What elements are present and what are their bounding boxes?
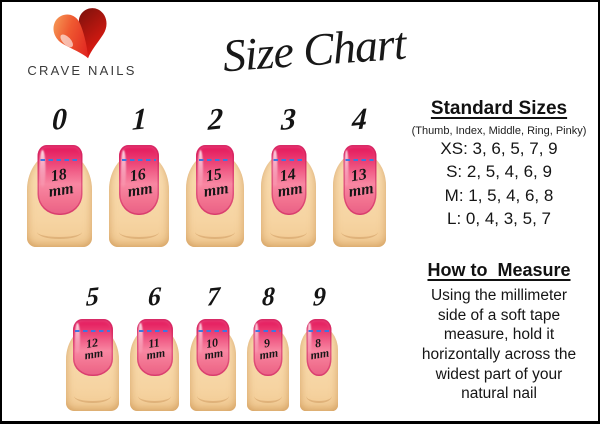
nail-width-label: 13 mm — [341, 166, 378, 201]
size-number-label: 3 — [280, 102, 297, 137]
nail-size-item: 1 16 mm — [109, 102, 169, 247]
nail-width-label: 11 mm — [135, 335, 174, 363]
nail-size-item: 3 14 mm — [261, 102, 316, 247]
standard-sizes-subheading: (Thumb, Index, Middle, Ring, Pinky) — [411, 125, 587, 137]
nail-width-unit: mm — [347, 180, 375, 202]
size-number-label: 9 — [312, 281, 326, 312]
nail-width-label: 9 mm — [252, 335, 284, 363]
nail-width-unit: mm — [276, 180, 304, 202]
nail: 15 mm — [196, 145, 234, 215]
nail: 16 mm — [119, 145, 159, 215]
nail-width-label: 16 mm — [117, 165, 161, 201]
nail-size-item: 6 11 mm — [130, 281, 179, 411]
how-to-measure-heading: How to Measure — [427, 260, 571, 280]
size-number-label: 7 — [206, 281, 220, 312]
standard-size-line-xs: XS: 3, 6, 5, 7, 9 — [440, 139, 558, 158]
size-number-label: 2 — [206, 102, 224, 137]
standard-sizes-heading: Standard Sizes — [430, 98, 568, 119]
nail-size-item: 0 18 mm — [27, 102, 92, 247]
nail-width-label: 10 mm — [195, 335, 231, 363]
nail-width-label: 8 mm — [305, 335, 333, 363]
size-number-label: 8 — [261, 281, 275, 312]
finger-illustration: 12 mm — [66, 319, 119, 411]
standard-size-line-s: S: 2, 5, 4, 6, 9 — [446, 162, 552, 182]
nail: 11 mm — [135, 319, 174, 376]
finger-illustration: 15 mm — [186, 145, 244, 247]
nail-width-label: 14 mm — [269, 166, 308, 201]
standard-size-line-l: L: 0, 4, 3, 5, 7 — [447, 209, 551, 229]
measure-dash-line — [40, 159, 79, 161]
nail-width-label: 15 mm — [194, 165, 236, 201]
size-number-label: 4 — [351, 102, 368, 137]
measure-dash-line — [198, 159, 232, 161]
measure-dash-line — [198, 330, 228, 333]
heart-logo-icon — [53, 8, 107, 59]
measure-dash-line — [75, 330, 110, 333]
nail-width-label: 18 mm — [35, 165, 84, 202]
measure-dash-line — [273, 159, 304, 161]
nail-size-item: 9 8 mm — [300, 281, 338, 411]
measure-dash-line — [255, 330, 281, 333]
nail-width-unit: mm — [202, 180, 230, 202]
nail: 13 mm — [343, 145, 376, 215]
size-number-label: 1 — [130, 102, 148, 137]
size-number-label: 5 — [85, 281, 100, 312]
nail-width-label: 12 mm — [71, 335, 114, 364]
nail-row-top: 0 18 mm 1 16 — [27, 102, 386, 247]
measure-dash-line — [345, 159, 374, 161]
brand-logo: CRAVE NAILS — [18, 6, 146, 78]
finger-illustration: 13 mm — [333, 145, 386, 247]
finger-illustration: 14 mm — [261, 145, 316, 247]
nail-row-bottom: 5 12 mm 6 11 — [66, 281, 338, 411]
nail-size-item: 5 12 mm — [66, 281, 119, 411]
nail: 18 mm — [37, 145, 82, 215]
nail: 10 mm — [195, 319, 231, 376]
nail-size-item: 7 10 mm — [190, 281, 236, 411]
size-number-label: 6 — [147, 281, 162, 312]
finger-illustration: 9 mm — [247, 319, 289, 411]
nail: 12 mm — [71, 319, 114, 376]
size-number-label: 0 — [51, 102, 68, 137]
how-to-measure-section: How to Measure Using the millimeter side… — [400, 260, 598, 404]
nail-width-unit: mm — [258, 345, 280, 363]
standard-sizes-section: Standard Sizes (Thumb, Index, Middle, Ri… — [400, 98, 598, 231]
finger-illustration: 18 mm — [27, 145, 92, 247]
finger-illustration: 8 mm — [300, 319, 338, 411]
nail-size-item: 2 15 mm — [186, 102, 244, 247]
info-column: Standard Sizes (Thumb, Index, Middle, Ri… — [400, 2, 598, 421]
nail-width-unit: mm — [309, 345, 331, 363]
measure-dash-line — [121, 159, 157, 161]
finger-illustration: 10 mm — [190, 319, 236, 411]
nail-size-item: 8 9 mm — [247, 281, 289, 411]
nail-size-item: 4 13 mm — [333, 102, 386, 247]
nail: 8 mm — [305, 319, 333, 376]
measure-dash-line — [139, 330, 170, 333]
standard-size-line-m: M: 1, 5, 4, 6, 8 — [444, 185, 554, 205]
nail: 9 mm — [252, 319, 284, 376]
brand-name: CRAVE NAILS — [27, 63, 137, 78]
how-to-measure-body: Using the millimeter side of a soft tape… — [421, 287, 577, 403]
finger-illustration: 16 mm — [109, 145, 169, 247]
measure-dash-line — [308, 330, 330, 333]
nail: 14 mm — [271, 145, 306, 215]
finger-illustration: 11 mm — [130, 319, 179, 411]
